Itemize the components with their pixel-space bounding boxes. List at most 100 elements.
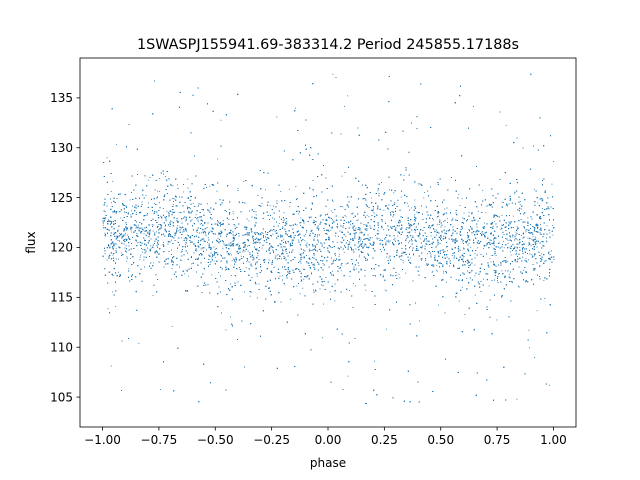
data-point bbox=[285, 251, 287, 252]
data-point bbox=[340, 270, 342, 272]
data-point bbox=[295, 234, 297, 236]
scatter-points bbox=[102, 73, 555, 404]
data-point bbox=[131, 231, 133, 233]
data-point bbox=[525, 231, 527, 233]
data-point bbox=[386, 290, 387, 292]
data-point bbox=[254, 241, 256, 243]
data-point bbox=[359, 254, 361, 256]
data-point bbox=[345, 235, 347, 237]
data-point bbox=[483, 278, 485, 280]
data-point bbox=[171, 278, 172, 280]
data-point bbox=[515, 252, 517, 254]
data-point bbox=[252, 255, 253, 257]
data-point bbox=[120, 217, 122, 219]
data-point bbox=[212, 233, 214, 235]
data-point bbox=[345, 263, 347, 265]
data-point bbox=[153, 262, 155, 264]
data-point bbox=[213, 246, 215, 248]
data-point bbox=[119, 232, 120, 234]
data-point bbox=[337, 227, 339, 229]
data-point bbox=[360, 238, 362, 240]
data-point bbox=[283, 238, 285, 240]
data-point bbox=[231, 260, 233, 262]
data-point bbox=[438, 304, 439, 306]
data-point bbox=[171, 211, 173, 213]
data-point bbox=[228, 219, 230, 220]
data-point bbox=[527, 244, 529, 246]
data-point bbox=[365, 230, 367, 231]
data-point bbox=[289, 244, 291, 246]
data-point bbox=[366, 214, 368, 216]
data-point bbox=[308, 248, 310, 250]
data-point bbox=[196, 218, 197, 220]
data-point bbox=[111, 226, 113, 227]
data-point bbox=[534, 357, 535, 358]
data-point bbox=[404, 202, 406, 204]
data-point bbox=[102, 224, 104, 226]
data-point bbox=[308, 216, 310, 218]
data-point bbox=[438, 224, 440, 225]
data-point bbox=[336, 241, 338, 243]
data-point bbox=[323, 303, 324, 305]
data-point bbox=[497, 243, 499, 244]
data-point bbox=[383, 229, 385, 231]
data-point bbox=[358, 227, 360, 229]
data-point bbox=[178, 211, 180, 213]
data-point bbox=[169, 213, 170, 215]
data-point bbox=[474, 275, 476, 277]
data-point bbox=[104, 232, 106, 234]
data-point bbox=[151, 224, 153, 225]
data-point bbox=[137, 224, 139, 226]
data-point bbox=[202, 220, 203, 222]
data-point bbox=[509, 251, 511, 253]
data-point bbox=[493, 247, 495, 249]
data-point bbox=[226, 211, 227, 212]
data-point bbox=[212, 254, 213, 255]
data-point bbox=[338, 267, 340, 269]
data-point bbox=[544, 260, 546, 262]
data-point bbox=[395, 241, 396, 242]
data-point bbox=[281, 236, 283, 238]
data-point bbox=[228, 208, 230, 210]
data-point bbox=[110, 365, 112, 367]
data-point bbox=[493, 264, 495, 266]
data-point bbox=[118, 271, 119, 273]
data-point bbox=[111, 291, 113, 293]
data-point bbox=[230, 316, 231, 318]
data-point bbox=[343, 251, 345, 253]
data-point bbox=[278, 223, 280, 224]
data-point bbox=[273, 205, 274, 207]
data-point bbox=[222, 220, 224, 221]
data-point bbox=[232, 240, 234, 242]
data-point bbox=[489, 258, 491, 260]
data-point bbox=[509, 222, 511, 224]
data-point bbox=[371, 197, 372, 199]
data-point bbox=[406, 238, 408, 239]
data-point bbox=[281, 275, 283, 277]
data-point bbox=[405, 272, 407, 274]
data-point bbox=[197, 221, 199, 223]
data-point bbox=[503, 202, 504, 203]
data-point bbox=[227, 244, 228, 246]
data-point bbox=[468, 242, 470, 244]
data-point bbox=[298, 210, 300, 212]
data-point bbox=[331, 226, 333, 228]
data-point bbox=[463, 212, 465, 214]
data-point bbox=[491, 243, 493, 244]
data-point bbox=[255, 211, 257, 213]
data-point bbox=[310, 233, 311, 235]
data-point bbox=[393, 192, 395, 194]
data-point bbox=[233, 258, 234, 260]
data-point bbox=[240, 248, 241, 250]
data-point bbox=[115, 258, 117, 260]
data-point bbox=[128, 237, 129, 239]
data-point bbox=[466, 278, 468, 279]
data-point bbox=[196, 250, 198, 252]
data-point bbox=[337, 236, 339, 237]
data-point bbox=[378, 227, 379, 229]
data-point bbox=[139, 256, 141, 258]
data-point bbox=[180, 251, 182, 253]
data-point bbox=[407, 202, 408, 204]
data-point bbox=[232, 211, 234, 213]
